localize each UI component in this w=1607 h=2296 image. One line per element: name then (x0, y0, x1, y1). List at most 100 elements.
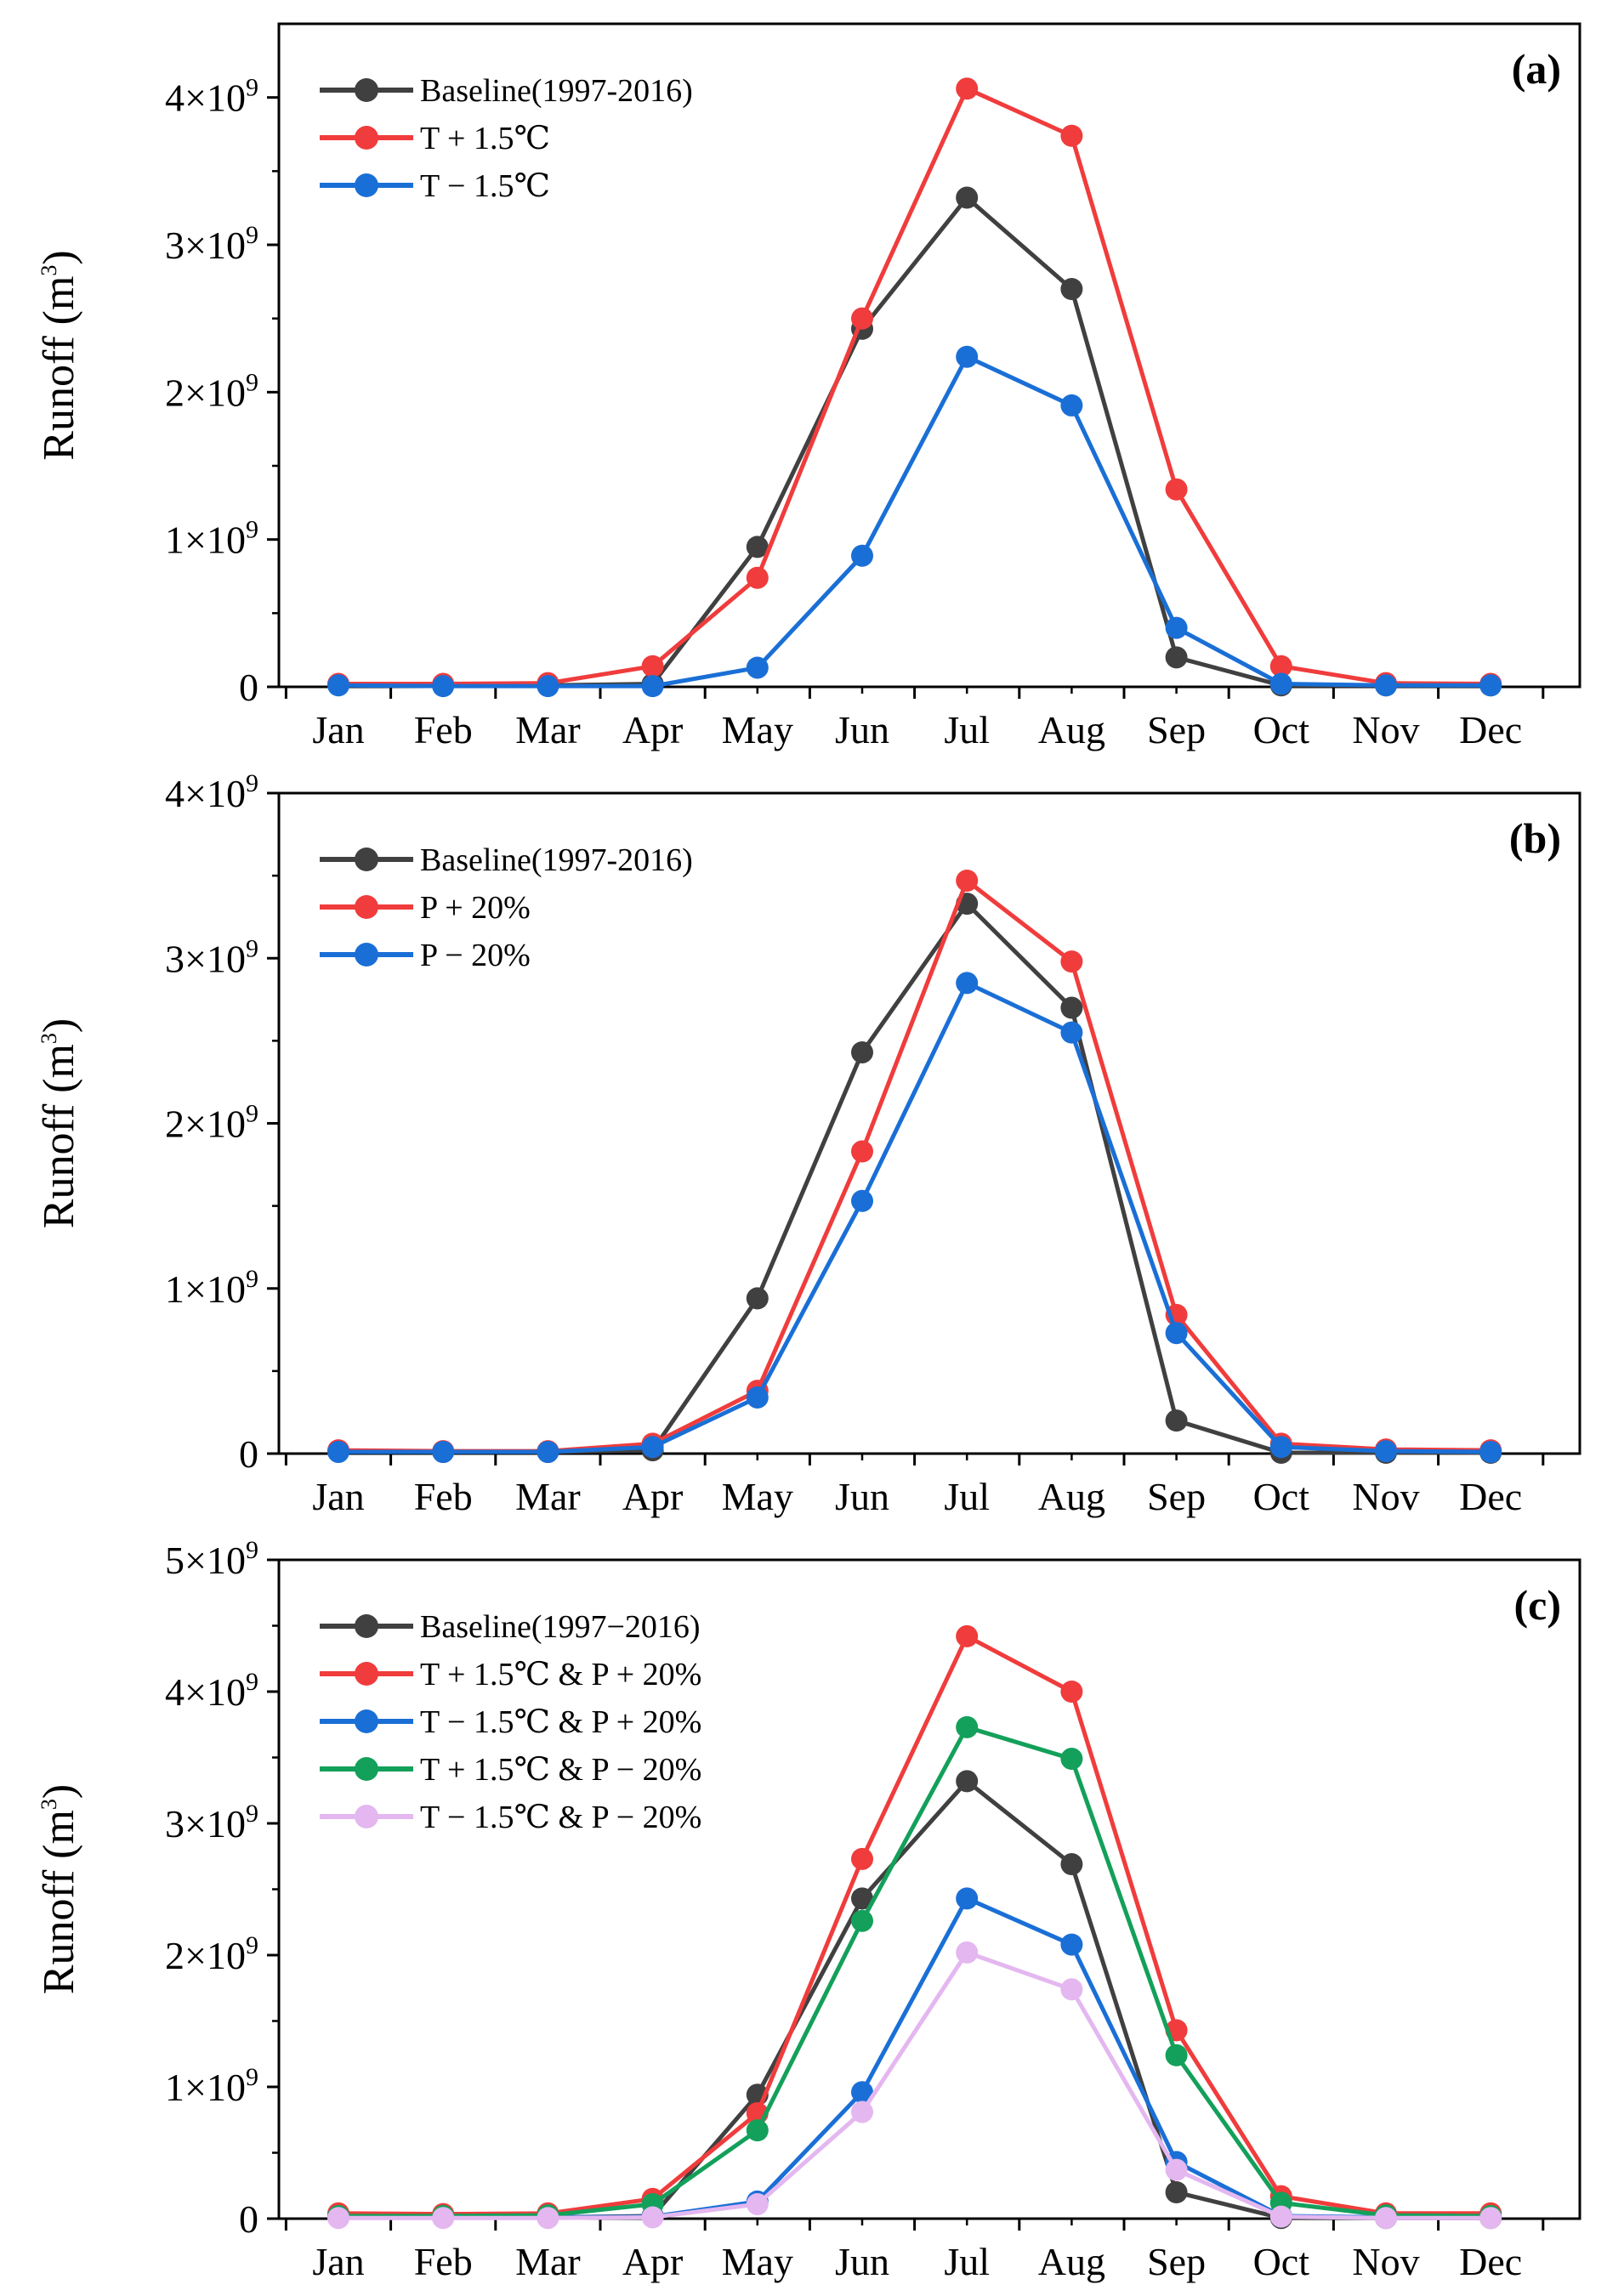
y-tick-label: 2×109 (165, 1100, 258, 1146)
legend: Baseline(1997-2016) T + 1.5℃ T − 1.5℃ (320, 73, 693, 204)
legend-marker (355, 848, 378, 871)
chart-panel-c: 0 1×109 2×109 3×109 4×109 5×109 Jan Feb Mar Apr Ma… (35, 1536, 1581, 2283)
data-point (1165, 478, 1188, 501)
series-2 (327, 1887, 1502, 2229)
x-tick-label: Mar (515, 708, 581, 751)
x-tick-label: Jul (944, 2240, 990, 2283)
data-point (1375, 2207, 1397, 2230)
x-tick-label: Apr (622, 1475, 684, 1518)
data-point (1269, 655, 1292, 677)
data-point (851, 1847, 873, 1870)
data-point (1165, 646, 1188, 669)
legend-label: T − 1.5℃ & P + 20% (420, 1704, 701, 1740)
data-point (956, 77, 979, 100)
x-tick-label: Oct (1253, 708, 1310, 751)
series-line (338, 901, 1491, 1455)
data-point (851, 1909, 873, 1932)
data-point (851, 307, 873, 330)
data-point (432, 1441, 455, 1464)
legend-label: T − 1.5℃ & P − 20% (420, 1800, 701, 1835)
data-point (1165, 2181, 1188, 2203)
legend-label: T + 1.5℃ (420, 121, 550, 156)
x-tick-label: Sep (1147, 2240, 1206, 2283)
x-tick-label: Sep (1147, 708, 1206, 751)
chart-panel-a: 0 1×109 2×109 3×109 4×109 Jan Feb Mar Apr May Jun J… (35, 22, 1581, 751)
legend: Baseline(1997-2016) P + 20% P − 20% (320, 842, 693, 973)
x-tick-label: May (722, 2240, 793, 2283)
legend-label: Baseline(1997-2016) (420, 842, 693, 878)
data-point (1269, 2205, 1292, 2228)
x-tick-label: Apr (622, 2240, 684, 2283)
series-line (338, 980, 1491, 1454)
legend-marker (355, 1614, 378, 1638)
x-tick-label: Jun (835, 1475, 889, 1518)
legend-label: T + 1.5℃ & P + 20% (420, 1657, 701, 1692)
data-point (746, 2192, 769, 2215)
series-line (338, 196, 1491, 688)
legend-label: P − 20% (420, 938, 531, 973)
x-tick-label: Oct (1253, 2240, 1310, 2283)
data-point (1165, 1322, 1188, 1345)
x-tick-label: May (722, 1475, 793, 1518)
data-point (1375, 674, 1397, 697)
data-point (1165, 2158, 1188, 2181)
data-point (537, 675, 559, 698)
y-axis-label: Runoff (m3) (35, 1784, 83, 1994)
legend-label: P + 20% (420, 890, 531, 926)
data-point (1165, 1409, 1188, 1432)
legend-marker (355, 1757, 378, 1781)
y-tick-label: 2×109 (165, 1931, 258, 1977)
legend-label: Baseline(1997−2016) (420, 1609, 701, 1645)
series-3 (327, 1715, 1502, 2227)
data-point (1479, 674, 1502, 697)
data-point (1060, 1748, 1083, 1771)
x-tick-label: Aug (1038, 1475, 1105, 1518)
x-tick-label: Dec (1459, 1475, 1522, 1518)
y-tick-label: 1×109 (165, 2063, 258, 2109)
data-point (432, 2207, 455, 2230)
legend-label: T − 1.5℃ (420, 168, 550, 204)
y-axis-label: Runoff (m3) (35, 1018, 83, 1228)
data-point (641, 1436, 664, 1459)
x-tick-label: Feb (414, 1475, 473, 1518)
legend-marker (355, 943, 378, 967)
panel-label: (b) (1509, 814, 1561, 862)
series-0 (327, 893, 1502, 1465)
series-line (338, 1725, 1491, 2219)
data-point (327, 674, 349, 697)
legend: Baseline(1997−2016) T + 1.5℃ & P + 20% T −… (320, 1609, 701, 1835)
data-point (1060, 124, 1083, 147)
x-tick-label: Mar (515, 2240, 581, 2283)
x-tick-label: Aug (1038, 708, 1105, 751)
data-point (1479, 2207, 1502, 2230)
x-tick-label: Sep (1147, 1475, 1206, 1518)
y-tick-label: 3×109 (165, 934, 258, 980)
data-point (1269, 672, 1292, 695)
panel-label: (c) (1514, 1581, 1562, 1629)
x-tick-label: Jul (944, 1475, 990, 1518)
x-tick-label: Jul (944, 708, 990, 751)
data-point (1060, 1853, 1083, 1876)
x-tick-label: Dec (1459, 708, 1522, 751)
y-tick-label: 5×109 (165, 1536, 258, 1582)
y-tick-label: 4×109 (165, 1668, 258, 1714)
panel-label: (a) (1512, 45, 1561, 93)
data-point (1060, 996, 1083, 1019)
data-point (641, 675, 664, 698)
x-tick-label: Feb (414, 708, 473, 751)
series-2 (327, 972, 1502, 1464)
data-point (956, 345, 979, 368)
y-tick-label: 0 (239, 1432, 258, 1476)
x-tick-label: Aug (1038, 2240, 1105, 2283)
data-point (956, 1770, 979, 1793)
legend-marker (355, 173, 378, 197)
x-tick-label: Jan (312, 1475, 364, 1518)
legend-marker (355, 78, 378, 102)
y-tick-label: 3×109 (165, 221, 258, 267)
data-point (956, 1715, 979, 1738)
data-point (537, 1441, 559, 1464)
data-point (746, 1287, 769, 1310)
data-point (1060, 1933, 1083, 1956)
x-tick-label: Jan (312, 708, 364, 751)
